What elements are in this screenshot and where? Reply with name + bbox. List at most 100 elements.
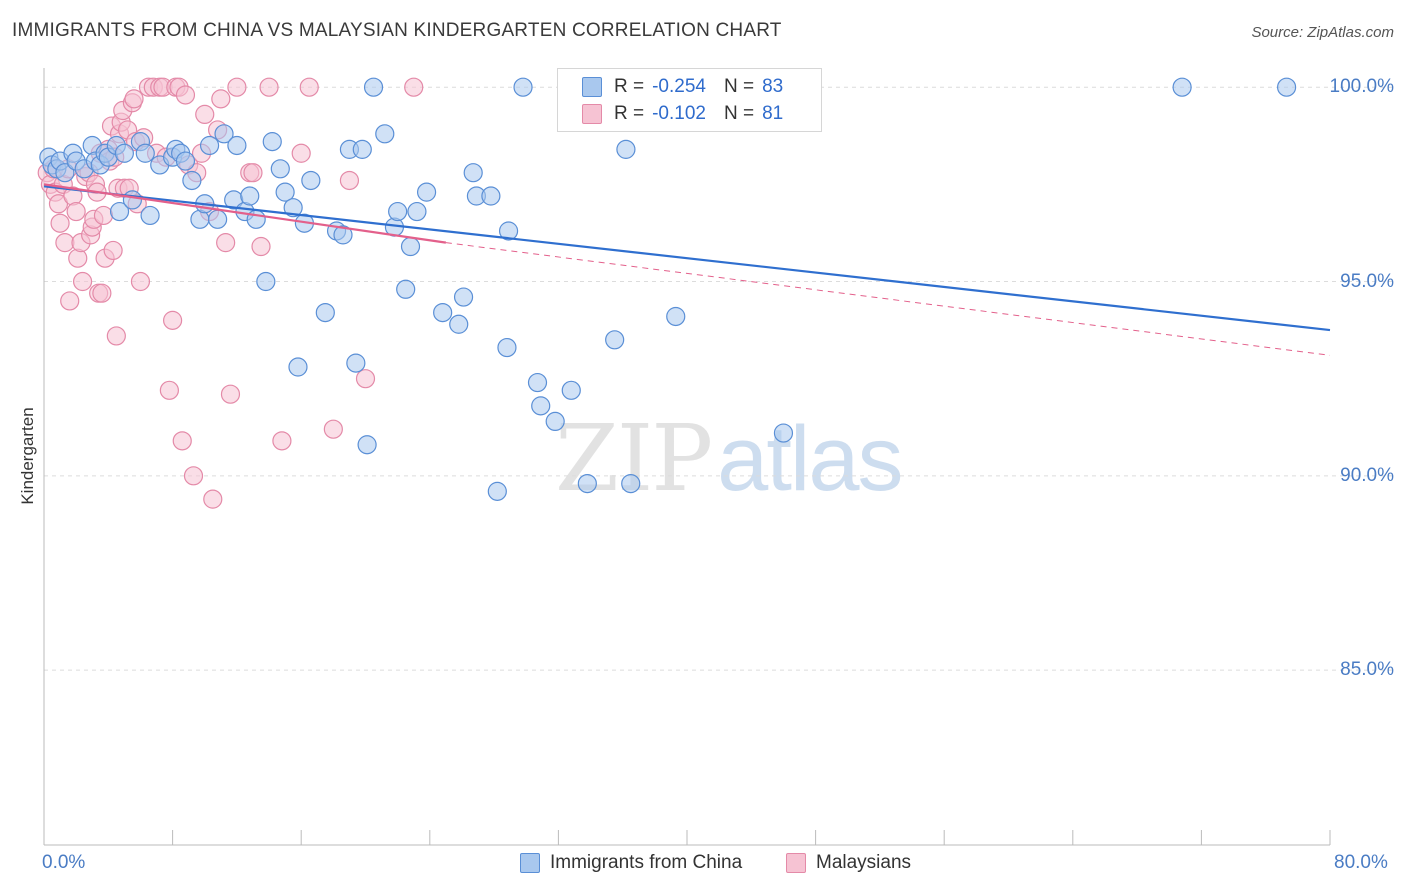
china-point [301, 170, 321, 191]
china-point [346, 353, 366, 373]
malaysians-point [227, 77, 247, 97]
malaysians-point [272, 431, 292, 451]
legend-label-malaysians: Malaysians [816, 852, 912, 873]
china-point [122, 190, 143, 210]
malaysians-point [203, 489, 223, 509]
y-tick-label: 95.0% [1340, 270, 1394, 292]
china-point [227, 135, 247, 156]
china-point [333, 225, 353, 245]
legend-r-label: R = [614, 76, 645, 97]
malaysians-point [93, 205, 114, 226]
legend-row-china: R = -0.254 N = 83 [582, 75, 783, 99]
x-tick-label-max: 80.0% [1334, 852, 1388, 873]
china-point [375, 124, 395, 144]
malaysians-point [66, 201, 86, 222]
china-point [487, 481, 507, 501]
malaysians-point [60, 291, 80, 311]
malaysians-point [175, 85, 196, 105]
china-point [182, 170, 202, 191]
malaysians-point [159, 380, 179, 400]
y-tick-label: 85.0% [1340, 659, 1394, 681]
china-point [605, 330, 625, 350]
watermark-zip: ZIP [555, 405, 713, 512]
china-point [497, 337, 517, 358]
chart-title: IMMIGRANTS FROM CHINA VS MALAYSIAN KINDE… [12, 20, 782, 41]
china-trend-line [43, 185, 1331, 332]
y-tick-label: 90.0% [1340, 464, 1394, 486]
malaysians-point [106, 326, 126, 346]
legend-swatch-malaysians [786, 853, 806, 873]
malaysians-point [195, 104, 215, 125]
china-point [140, 205, 160, 226]
china-point [262, 132, 282, 152]
legend-n-value-china: 83 [762, 76, 784, 97]
china-point [577, 473, 597, 494]
watermark-atlas: atlas [717, 408, 903, 510]
china-point [1172, 77, 1192, 97]
legend-n-label: N = [723, 76, 755, 97]
malaysians-point [259, 77, 279, 97]
malaysians-point [291, 143, 311, 163]
china-point [463, 163, 483, 183]
china-point [283, 198, 303, 218]
legend-r-value-malaysians: -0.102 [652, 103, 706, 124]
china-point [135, 143, 155, 163]
malaysians-point [323, 419, 343, 439]
malaysians-point [72, 271, 93, 292]
watermark: ZIPatlas [555, 405, 904, 512]
malaysians-point [163, 310, 183, 330]
malaysians-point [172, 431, 192, 451]
malaysians-point [92, 283, 112, 303]
china-point [388, 201, 408, 222]
malaysians-point [55, 233, 75, 253]
malaysians-point [50, 213, 70, 233]
chart-source: Source: ZipAtlas.com [1251, 24, 1394, 41]
china-point [773, 423, 794, 443]
malaysians-point [68, 248, 88, 268]
malaysians-point [220, 384, 241, 404]
legend-r-value-china: -0.254 [652, 76, 706, 97]
china-point [363, 77, 384, 97]
malaysians-point [124, 89, 144, 109]
legend-n-label: N = [723, 103, 755, 124]
malaysians-point [299, 77, 319, 97]
china-point [109, 201, 130, 222]
stats-legend: R = -0.254 N = 83 R = -0.102 N = 81 [557, 68, 822, 132]
china-point [513, 77, 533, 97]
china-point [453, 287, 474, 307]
malaysians-trend-line-extension [445, 242, 1331, 356]
y-tick-label: 100.0% [1329, 76, 1394, 98]
malaysians-point [103, 240, 123, 261]
china-point [616, 139, 636, 159]
malaysians-point [243, 163, 263, 183]
china-point [352, 139, 372, 159]
china-point [527, 372, 548, 393]
china-point [407, 201, 427, 222]
china-point [214, 124, 234, 144]
china-point [400, 236, 421, 257]
china-point [621, 473, 641, 494]
bottom-legend-china: Immigrants from China [520, 852, 742, 874]
china-point [481, 186, 501, 206]
china-point [561, 380, 581, 400]
malaysians-point [216, 233, 236, 253]
china-point [256, 271, 276, 292]
china-point [288, 357, 308, 377]
china-point [416, 182, 437, 202]
legend-swatch-china [520, 853, 540, 873]
china-point [531, 396, 551, 416]
china-point [1276, 77, 1297, 97]
malaysians-point [251, 236, 271, 257]
legend-swatch-malaysians [582, 104, 602, 124]
legend-r-label: R = [614, 103, 645, 124]
bottom-legend-malaysians: Malaysians [786, 852, 911, 874]
china-point [357, 435, 377, 455]
china-point [449, 314, 469, 334]
china-point [275, 182, 295, 202]
china-point [114, 143, 134, 163]
legend-row-malaysians: R = -0.102 N = 81 [582, 102, 783, 126]
china-point [396, 279, 416, 299]
malaysians-point [130, 271, 151, 292]
malaysians-point [211, 89, 231, 109]
china-point [498, 221, 519, 241]
